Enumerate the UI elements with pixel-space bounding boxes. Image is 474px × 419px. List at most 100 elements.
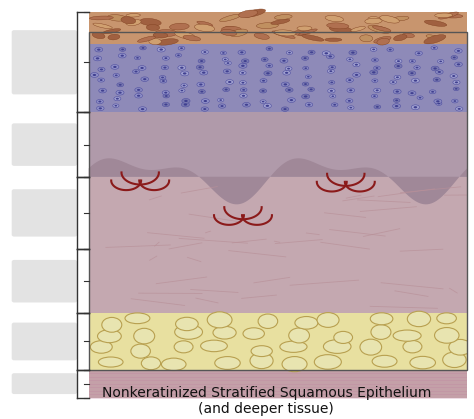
Ellipse shape bbox=[241, 72, 244, 74]
Ellipse shape bbox=[90, 16, 113, 20]
Ellipse shape bbox=[308, 50, 315, 54]
Ellipse shape bbox=[450, 74, 457, 78]
Ellipse shape bbox=[327, 23, 349, 29]
Ellipse shape bbox=[200, 60, 203, 62]
Ellipse shape bbox=[268, 65, 271, 67]
Ellipse shape bbox=[93, 23, 112, 28]
FancyBboxPatch shape bbox=[12, 30, 77, 94]
Ellipse shape bbox=[96, 99, 103, 103]
Ellipse shape bbox=[283, 70, 291, 75]
Ellipse shape bbox=[241, 82, 245, 84]
Ellipse shape bbox=[283, 108, 287, 110]
Ellipse shape bbox=[310, 88, 313, 91]
Ellipse shape bbox=[181, 90, 183, 91]
Ellipse shape bbox=[360, 339, 382, 355]
Ellipse shape bbox=[330, 90, 333, 92]
Ellipse shape bbox=[243, 103, 250, 107]
Ellipse shape bbox=[372, 355, 397, 367]
Ellipse shape bbox=[155, 29, 177, 36]
Ellipse shape bbox=[266, 64, 273, 68]
Ellipse shape bbox=[117, 83, 124, 87]
Ellipse shape bbox=[113, 104, 119, 108]
Ellipse shape bbox=[157, 47, 165, 52]
Ellipse shape bbox=[161, 65, 169, 70]
Ellipse shape bbox=[349, 107, 352, 109]
Ellipse shape bbox=[295, 316, 318, 329]
Ellipse shape bbox=[140, 18, 161, 26]
Ellipse shape bbox=[133, 70, 139, 74]
Ellipse shape bbox=[328, 55, 332, 57]
Ellipse shape bbox=[305, 103, 313, 107]
Ellipse shape bbox=[349, 50, 357, 55]
Ellipse shape bbox=[307, 103, 310, 106]
Ellipse shape bbox=[201, 99, 210, 103]
Ellipse shape bbox=[376, 106, 379, 108]
Ellipse shape bbox=[325, 52, 328, 54]
Ellipse shape bbox=[317, 313, 339, 327]
Ellipse shape bbox=[142, 47, 145, 49]
Ellipse shape bbox=[441, 14, 463, 18]
FancyBboxPatch shape bbox=[12, 123, 77, 166]
FancyBboxPatch shape bbox=[12, 373, 77, 394]
Ellipse shape bbox=[198, 59, 205, 63]
Bar bbox=[89, 313, 467, 370]
Bar bbox=[89, 249, 467, 313]
Ellipse shape bbox=[403, 340, 422, 353]
FancyBboxPatch shape bbox=[12, 189, 77, 237]
Ellipse shape bbox=[222, 58, 228, 61]
Ellipse shape bbox=[325, 38, 342, 41]
Ellipse shape bbox=[260, 79, 267, 83]
Ellipse shape bbox=[137, 89, 140, 91]
Ellipse shape bbox=[304, 96, 308, 98]
FancyBboxPatch shape bbox=[12, 260, 77, 303]
Ellipse shape bbox=[119, 84, 122, 86]
Ellipse shape bbox=[125, 313, 150, 323]
Ellipse shape bbox=[455, 49, 462, 53]
Ellipse shape bbox=[395, 99, 398, 101]
Ellipse shape bbox=[288, 89, 291, 91]
Bar bbox=[89, 12, 467, 44]
Ellipse shape bbox=[174, 31, 195, 39]
Ellipse shape bbox=[417, 52, 420, 54]
Ellipse shape bbox=[244, 60, 247, 62]
Ellipse shape bbox=[251, 346, 273, 357]
Ellipse shape bbox=[431, 91, 434, 93]
Ellipse shape bbox=[241, 59, 249, 63]
Ellipse shape bbox=[98, 101, 101, 103]
Ellipse shape bbox=[410, 72, 414, 74]
Ellipse shape bbox=[299, 29, 317, 35]
Ellipse shape bbox=[194, 24, 215, 31]
Ellipse shape bbox=[331, 66, 334, 68]
Ellipse shape bbox=[346, 57, 353, 61]
Ellipse shape bbox=[220, 51, 227, 55]
Ellipse shape bbox=[159, 49, 163, 51]
Ellipse shape bbox=[100, 69, 103, 70]
Ellipse shape bbox=[389, 49, 392, 51]
Ellipse shape bbox=[294, 31, 306, 36]
Ellipse shape bbox=[371, 94, 378, 98]
Ellipse shape bbox=[438, 59, 444, 63]
Ellipse shape bbox=[330, 82, 333, 83]
Bar bbox=[89, 112, 467, 177]
Ellipse shape bbox=[355, 74, 358, 76]
Ellipse shape bbox=[99, 88, 107, 93]
Ellipse shape bbox=[408, 71, 416, 75]
Ellipse shape bbox=[453, 80, 460, 85]
Ellipse shape bbox=[116, 98, 119, 100]
Ellipse shape bbox=[390, 80, 397, 84]
Ellipse shape bbox=[438, 103, 440, 104]
Ellipse shape bbox=[180, 67, 183, 69]
Ellipse shape bbox=[301, 56, 309, 60]
Ellipse shape bbox=[239, 80, 246, 85]
Ellipse shape bbox=[329, 26, 352, 33]
Ellipse shape bbox=[346, 99, 353, 103]
Ellipse shape bbox=[98, 78, 105, 82]
Ellipse shape bbox=[114, 97, 121, 101]
Ellipse shape bbox=[439, 60, 442, 62]
Ellipse shape bbox=[286, 51, 292, 54]
Ellipse shape bbox=[115, 75, 118, 76]
Ellipse shape bbox=[435, 79, 438, 81]
Ellipse shape bbox=[101, 90, 104, 92]
Ellipse shape bbox=[393, 98, 400, 102]
Ellipse shape bbox=[163, 94, 170, 98]
